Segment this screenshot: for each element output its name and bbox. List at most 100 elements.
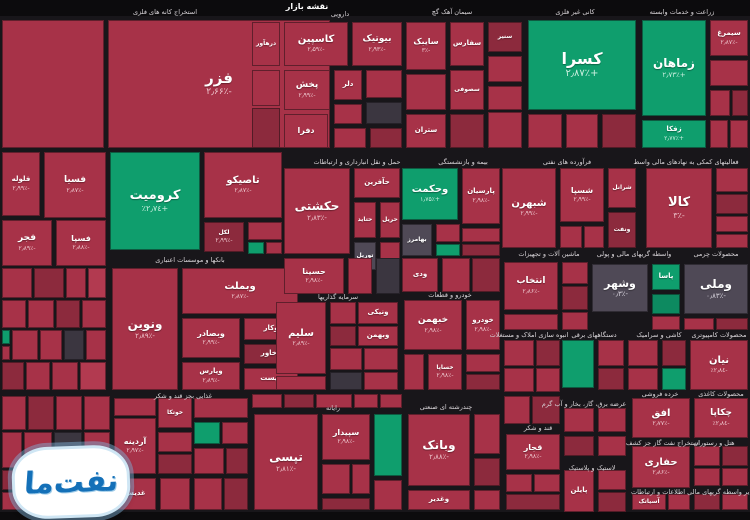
treemap-tile[interactable]	[716, 168, 748, 192]
treemap-tile[interactable]	[2, 396, 26, 430]
treemap-tile[interactable]	[710, 120, 728, 148]
treemap-tile[interactable]	[194, 422, 220, 444]
treemap-tile[interactable]	[504, 368, 534, 392]
treemap-tile[interactable]	[732, 90, 748, 116]
treemap-tile[interactable]	[194, 398, 248, 418]
treemap-tile[interactable]: چکاپا -۲٫۸٤٪	[694, 398, 748, 438]
treemap-tile[interactable]	[252, 70, 280, 106]
treemap-tile[interactable]	[114, 398, 156, 416]
treemap-tile[interactable]: نیان -۲٫۸٤٪	[690, 340, 748, 390]
treemap-tile[interactable]: تپسی -۲٫۸۱٪	[254, 414, 318, 510]
treemap-tile[interactable]	[222, 422, 248, 444]
treemap-tile[interactable]: سنیر	[488, 22, 522, 52]
treemap-tile[interactable]	[266, 242, 282, 254]
treemap-tile[interactable]	[80, 362, 106, 390]
treemap-tile[interactable]: زماهان +۲٫۷۳٪	[642, 20, 706, 116]
treemap-tile[interactable]: دفرا	[284, 114, 328, 148]
treemap-tile[interactable]	[276, 376, 326, 390]
treemap-tile[interactable]	[376, 258, 400, 294]
treemap-tile[interactable]	[564, 408, 594, 432]
treemap-tile[interactable]	[158, 432, 192, 452]
treemap-tile[interactable]	[562, 340, 594, 388]
treemap-tile[interactable]	[474, 490, 500, 510]
treemap-tile[interactable]	[474, 458, 500, 486]
treemap-tile[interactable]	[488, 112, 522, 148]
treemap-tile[interactable]: وبانک -۲٫۸۸٪	[408, 414, 470, 486]
treemap-tile[interactable]: فجر -۲٫۸۹٪	[2, 220, 52, 266]
treemap-tile[interactable]: بهامرز	[402, 224, 432, 256]
treemap-tile[interactable]	[84, 396, 110, 430]
treemap-tile[interactable]: کاسپین -۲٫۵۹٪	[284, 22, 348, 66]
treemap-tile[interactable]	[716, 318, 748, 330]
treemap-tile[interactable]: پارسیان -۲٫۹۸٪	[462, 168, 500, 224]
treemap-tile[interactable]: قجار -۲٫۹۸٪	[506, 434, 560, 470]
treemap-tile[interactable]	[528, 114, 562, 148]
treemap-tile[interactable]: وبصادر -۲٫۹۹٪	[182, 318, 240, 358]
treemap-tile[interactable]	[562, 312, 588, 330]
treemap-tile[interactable]: پاسا	[652, 264, 680, 290]
treemap-tile[interactable]	[710, 60, 748, 86]
treemap-tile[interactable]	[158, 454, 192, 474]
treemap-tile[interactable]: ستران	[406, 114, 446, 148]
treemap-tile[interactable]: بیوتیک -۲٫۹۳٪	[352, 22, 402, 66]
treemap-tile[interactable]: ودی	[402, 258, 438, 292]
treemap-tile[interactable]: سایبک -۳٪	[406, 22, 446, 70]
treemap-tile[interactable]	[710, 90, 730, 116]
treemap-tile[interactable]	[252, 108, 280, 148]
treemap-tile[interactable]	[354, 394, 378, 408]
treemap-tile[interactable]	[652, 294, 680, 314]
treemap-tile[interactable]: ونیکی	[358, 302, 398, 324]
treemap-tile[interactable]	[86, 330, 106, 360]
treemap-tile[interactable]	[2, 300, 26, 328]
treemap-tile[interactable]	[406, 74, 446, 110]
treemap-tile[interactable]: فسپا -۲٫۸۸٪	[56, 220, 106, 266]
treemap-tile[interactable]	[488, 56, 522, 82]
treemap-tile[interactable]	[374, 414, 402, 476]
treemap-tile[interactable]: خساپا -۲٫۹۸٪	[428, 354, 462, 390]
treemap-tile[interactable]: تاصیکو -۲٫۸۷٪	[204, 152, 282, 218]
treemap-tile[interactable]	[722, 494, 748, 510]
treemap-tile[interactable]	[284, 394, 314, 408]
treemap-tile[interactable]	[2, 268, 32, 298]
treemap-tile[interactable]	[64, 330, 84, 360]
treemap-tile[interactable]	[322, 498, 370, 510]
treemap-tile[interactable]	[436, 244, 460, 256]
treemap-tile[interactable]: حآفرین	[354, 168, 400, 198]
treemap-tile[interactable]	[364, 348, 398, 370]
treemap-tile[interactable]	[366, 102, 402, 124]
treemap-tile[interactable]: حتاید	[354, 202, 376, 238]
treemap-tile[interactable]: حفاری -۲٫۸۶٪	[632, 446, 690, 488]
treemap-tile[interactable]: سصوفی	[450, 70, 484, 110]
treemap-tile[interactable]	[56, 300, 80, 328]
treemap-tile[interactable]	[330, 302, 356, 324]
treemap-tile[interactable]	[598, 492, 626, 512]
treemap-tile[interactable]	[40, 330, 62, 360]
treemap-tile[interactable]	[66, 268, 86, 298]
treemap-tile[interactable]	[716, 234, 748, 248]
treemap-tile[interactable]	[330, 372, 362, 390]
treemap-tile[interactable]	[2, 432, 22, 468]
treemap-tile[interactable]	[466, 354, 500, 372]
treemap-tile[interactable]	[694, 468, 720, 486]
treemap-tile[interactable]	[2, 362, 24, 390]
treemap-tile[interactable]	[598, 436, 626, 456]
treemap-tile[interactable]	[34, 268, 64, 298]
treemap-tile[interactable]: لکل -۲٫۹۹٪	[204, 222, 244, 252]
treemap-tile[interactable]	[668, 494, 690, 510]
treemap-tile[interactable]	[488, 86, 522, 110]
treemap-tile[interactable]	[226, 448, 248, 474]
treemap-tile[interactable]	[2, 346, 10, 360]
treemap-tile[interactable]: آسیاتک	[632, 494, 666, 510]
treemap-tile[interactable]	[252, 394, 282, 408]
treemap-tile[interactable]	[462, 228, 500, 242]
treemap-tile[interactable]: وبهمن	[358, 326, 398, 346]
treemap-tile[interactable]	[652, 316, 680, 330]
treemap-tile[interactable]: سپیدار -۲٫۹۸٪	[322, 414, 370, 460]
treemap-tile[interactable]	[504, 340, 534, 366]
treemap-tile[interactable]	[88, 268, 106, 298]
treemap-tile[interactable]: حریل	[380, 202, 400, 238]
treemap-tile[interactable]: ونوین -۲٫۸۹٪	[112, 268, 178, 390]
treemap-tile[interactable]	[450, 114, 484, 148]
treemap-tile[interactable]: شسپا -۲٫۹۹٪	[560, 168, 604, 222]
treemap-tile[interactable]	[716, 194, 748, 214]
